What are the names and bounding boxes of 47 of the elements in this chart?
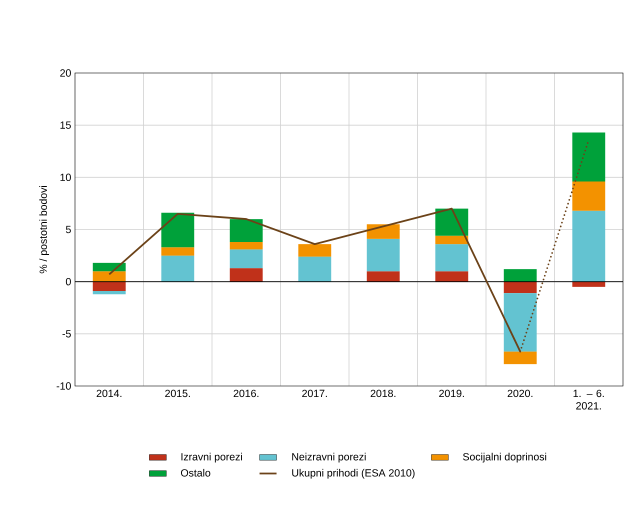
legend-label: Ostalo xyxy=(181,468,210,477)
bar xyxy=(230,249,263,268)
bar xyxy=(435,236,468,244)
bar xyxy=(92,282,126,292)
bar xyxy=(161,247,194,256)
x-tick-label: 1. – 6. 2021. xyxy=(574,390,604,410)
y-tick-label: 5 xyxy=(66,226,71,234)
bar xyxy=(572,282,606,287)
y-tick-label: 10 xyxy=(60,174,71,182)
bar xyxy=(161,256,194,282)
legend-label: Ukupni prihodi (ESA 2010) xyxy=(292,468,415,479)
x-tick-label: 2014. xyxy=(96,390,122,398)
bar xyxy=(92,291,126,294)
bar xyxy=(572,182,606,211)
x-tick-label: 2016. xyxy=(234,390,258,398)
y-tick-label: 0 xyxy=(66,278,71,286)
x-tick-label: 2019. xyxy=(439,390,464,398)
bar xyxy=(366,238,400,272)
bar xyxy=(435,208,468,236)
x-tick-label: 2017. xyxy=(302,390,327,398)
x-tick-label: 2015. xyxy=(165,390,190,398)
bar xyxy=(230,242,263,250)
bar xyxy=(504,282,537,294)
x-tick-label: 2020. xyxy=(508,390,532,398)
legend-label: Izravni porezi xyxy=(181,452,242,463)
bar xyxy=(572,132,606,182)
bar xyxy=(230,219,263,242)
bar xyxy=(504,269,537,282)
bar xyxy=(435,244,468,272)
y-tick-label: -10 xyxy=(56,382,71,390)
bar xyxy=(92,271,126,282)
y-tick-label: -5 xyxy=(62,330,71,338)
legend-label: Neizravni porezi xyxy=(292,452,366,463)
bar xyxy=(298,244,332,257)
y-axis-title: % / postotni bodovi xyxy=(39,186,50,274)
bar xyxy=(298,256,332,282)
legend-label: Socijalni doprinosi xyxy=(463,452,546,463)
bar xyxy=(366,271,400,282)
bar xyxy=(161,212,194,248)
x-tick-label: 2018. xyxy=(370,390,396,398)
y-tick-label: 20 xyxy=(60,69,71,77)
bar xyxy=(230,268,263,282)
bar xyxy=(504,352,537,364)
bar xyxy=(504,293,537,352)
bar xyxy=(572,210,606,282)
y-tick-label: 15 xyxy=(60,122,71,129)
bar xyxy=(435,271,468,282)
